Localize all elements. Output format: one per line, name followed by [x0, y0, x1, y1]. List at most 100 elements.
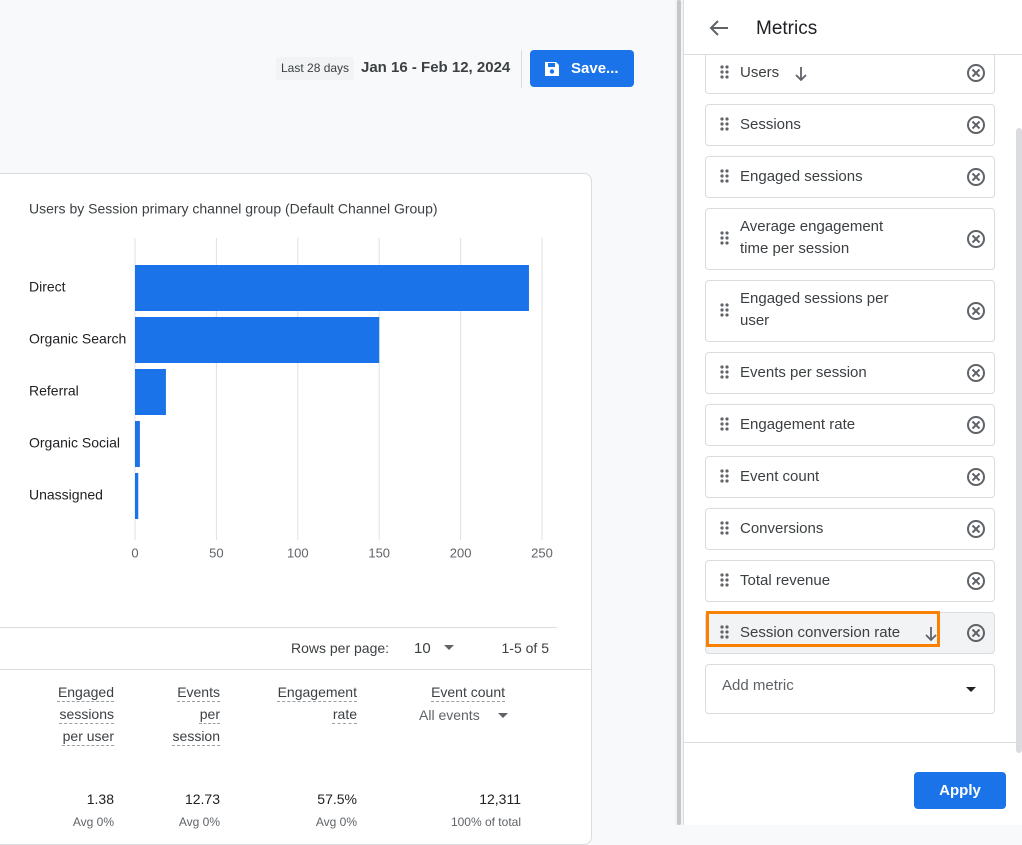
drag-handle[interactable]: [720, 469, 730, 485]
drag-handle[interactable]: [720, 231, 730, 247]
column-header[interactable]: Engagement: [277, 684, 357, 700]
x-tick-label: 150: [368, 545, 390, 560]
metric-name: Engagement rate: [740, 416, 856, 433]
remove-icon[interactable]: [966, 415, 986, 435]
save-icon: [545, 62, 559, 76]
sort-arrow[interactable]: [794, 66, 808, 82]
table-cell: 57.5%: [317, 791, 357, 807]
column-filter[interactable]: All events: [419, 707, 480, 723]
remove-icon[interactable]: [966, 623, 986, 643]
save-button[interactable]: [530, 50, 634, 87]
remove-icon[interactable]: [966, 167, 986, 187]
table-cell: 1.38: [86, 791, 114, 807]
metric-item[interactable]: Average engagement time per session: [705, 208, 995, 270]
x-tick-label: 100: [287, 545, 309, 560]
metric-item[interactable]: Users: [705, 55, 995, 94]
remove-icon[interactable]: [966, 519, 986, 539]
metric-item[interactable]: Engagement rate: [705, 404, 995, 446]
metric-name: Engaged sessions: [740, 168, 863, 185]
back-arrow[interactable]: [708, 18, 730, 38]
metric-name: Events per session: [740, 364, 867, 381]
remove-icon[interactable]: [966, 467, 986, 487]
bar: [135, 369, 166, 415]
divider: [683, 742, 1022, 743]
column-header[interactable]: per user: [62, 728, 114, 744]
highlight-box: [706, 611, 940, 647]
drag-handle[interactable]: [720, 521, 730, 537]
panel-scrollbar[interactable]: [1016, 128, 1022, 753]
drag-handle[interactable]: [720, 169, 730, 185]
metric-name: Sessions: [740, 116, 801, 133]
save-label[interactable]: Save...: [571, 60, 619, 77]
metric-item[interactable]: Sessions: [705, 104, 995, 146]
y-tick-label: Referral: [29, 383, 79, 399]
metric-name: user: [740, 312, 770, 329]
column-header[interactable]: Event count: [431, 684, 505, 700]
metric-name: Total revenue: [740, 572, 831, 589]
drag-handle[interactable]: [720, 117, 730, 133]
metric-item[interactable]: Events per session: [705, 352, 995, 394]
drag-handle[interactable]: [720, 625, 730, 641]
column-header[interactable]: per: [199, 706, 220, 722]
metric-name: Engaged sessions per: [740, 290, 889, 307]
divider: [0, 669, 591, 670]
divider: [683, 54, 1022, 55]
apply-button[interactable]: Apply: [914, 772, 1006, 809]
bar: [135, 473, 139, 519]
table-footer: Avg 0%: [178, 815, 220, 829]
table-footer: 100% of total: [450, 815, 521, 829]
metric-name: Average engagement: [740, 218, 884, 235]
metric-item[interactable]: Total revenue: [705, 560, 995, 602]
drag-handle[interactable]: [720, 303, 730, 319]
sort-arrow[interactable]: [924, 626, 938, 642]
drag-handle[interactable]: [720, 573, 730, 589]
bar: [135, 317, 380, 363]
bar: [135, 265, 529, 311]
drag-handle[interactable]: [720, 365, 730, 381]
scrollbar-thumb[interactable]: [677, 0, 681, 825]
add-metric-label: Add metric: [722, 677, 794, 694]
metric-name: Conversions: [740, 520, 824, 537]
column-header[interactable]: sessions: [59, 706, 114, 722]
metric-name: Users: [740, 64, 780, 81]
dropdown-arrow[interactable]: [443, 644, 455, 652]
column-header[interactable]: rate: [332, 706, 357, 722]
remove-icon[interactable]: [966, 115, 986, 135]
chart-title: Users by Session primary channel group (…: [29, 201, 438, 217]
metric-name: Session conversion rate: [740, 624, 901, 641]
remove-icon[interactable]: [966, 301, 986, 321]
separator: [521, 50, 522, 88]
add-metric[interactable]: Add metric: [705, 664, 995, 714]
panel-title: Metrics: [756, 18, 818, 39]
rows-per-page-label: Rows per page:: [291, 640, 390, 656]
y-tick-label: Organic Social: [29, 435, 120, 451]
table-footer: Avg 0%: [315, 815, 357, 829]
table-cell: 12.73: [184, 791, 220, 807]
dropdown-arrow[interactable]: [497, 712, 509, 720]
date-chip: [276, 57, 354, 80]
rows-per-page[interactable]: 10: [414, 640, 431, 657]
column-header[interactable]: Engaged: [57, 684, 114, 700]
apply-label[interactable]: Apply: [939, 782, 981, 799]
metric-item[interactable]: Event count: [705, 456, 995, 498]
metric-name: Event count: [740, 468, 820, 485]
column-header[interactable]: session: [172, 728, 220, 744]
metric-item[interactable]: Session conversion rate: [705, 612, 995, 654]
date-range: Jan 16 - Feb 12, 2024: [361, 59, 511, 76]
divider: [0, 627, 557, 628]
date-chip-label: Last 28 days: [281, 61, 350, 75]
drag-handle[interactable]: [720, 65, 730, 81]
chart: Users by Session primary channel group (…: [29, 201, 553, 561]
metric-item[interactable]: Engaged sessions: [705, 156, 995, 198]
dropdown-arrow[interactable]: [965, 686, 977, 694]
column-header[interactable]: Events: [177, 684, 220, 700]
remove-icon[interactable]: [966, 571, 986, 591]
drag-handle[interactable]: [720, 417, 730, 433]
remove-icon[interactable]: [966, 63, 986, 83]
remove-icon[interactable]: [966, 229, 986, 249]
metric-item[interactable]: Conversions: [705, 508, 995, 550]
remove-icon[interactable]: [966, 363, 986, 383]
x-tick-label: 0: [131, 545, 138, 560]
table-cell: 12,311: [479, 791, 521, 807]
metric-item[interactable]: Engaged sessions per user: [705, 280, 995, 342]
